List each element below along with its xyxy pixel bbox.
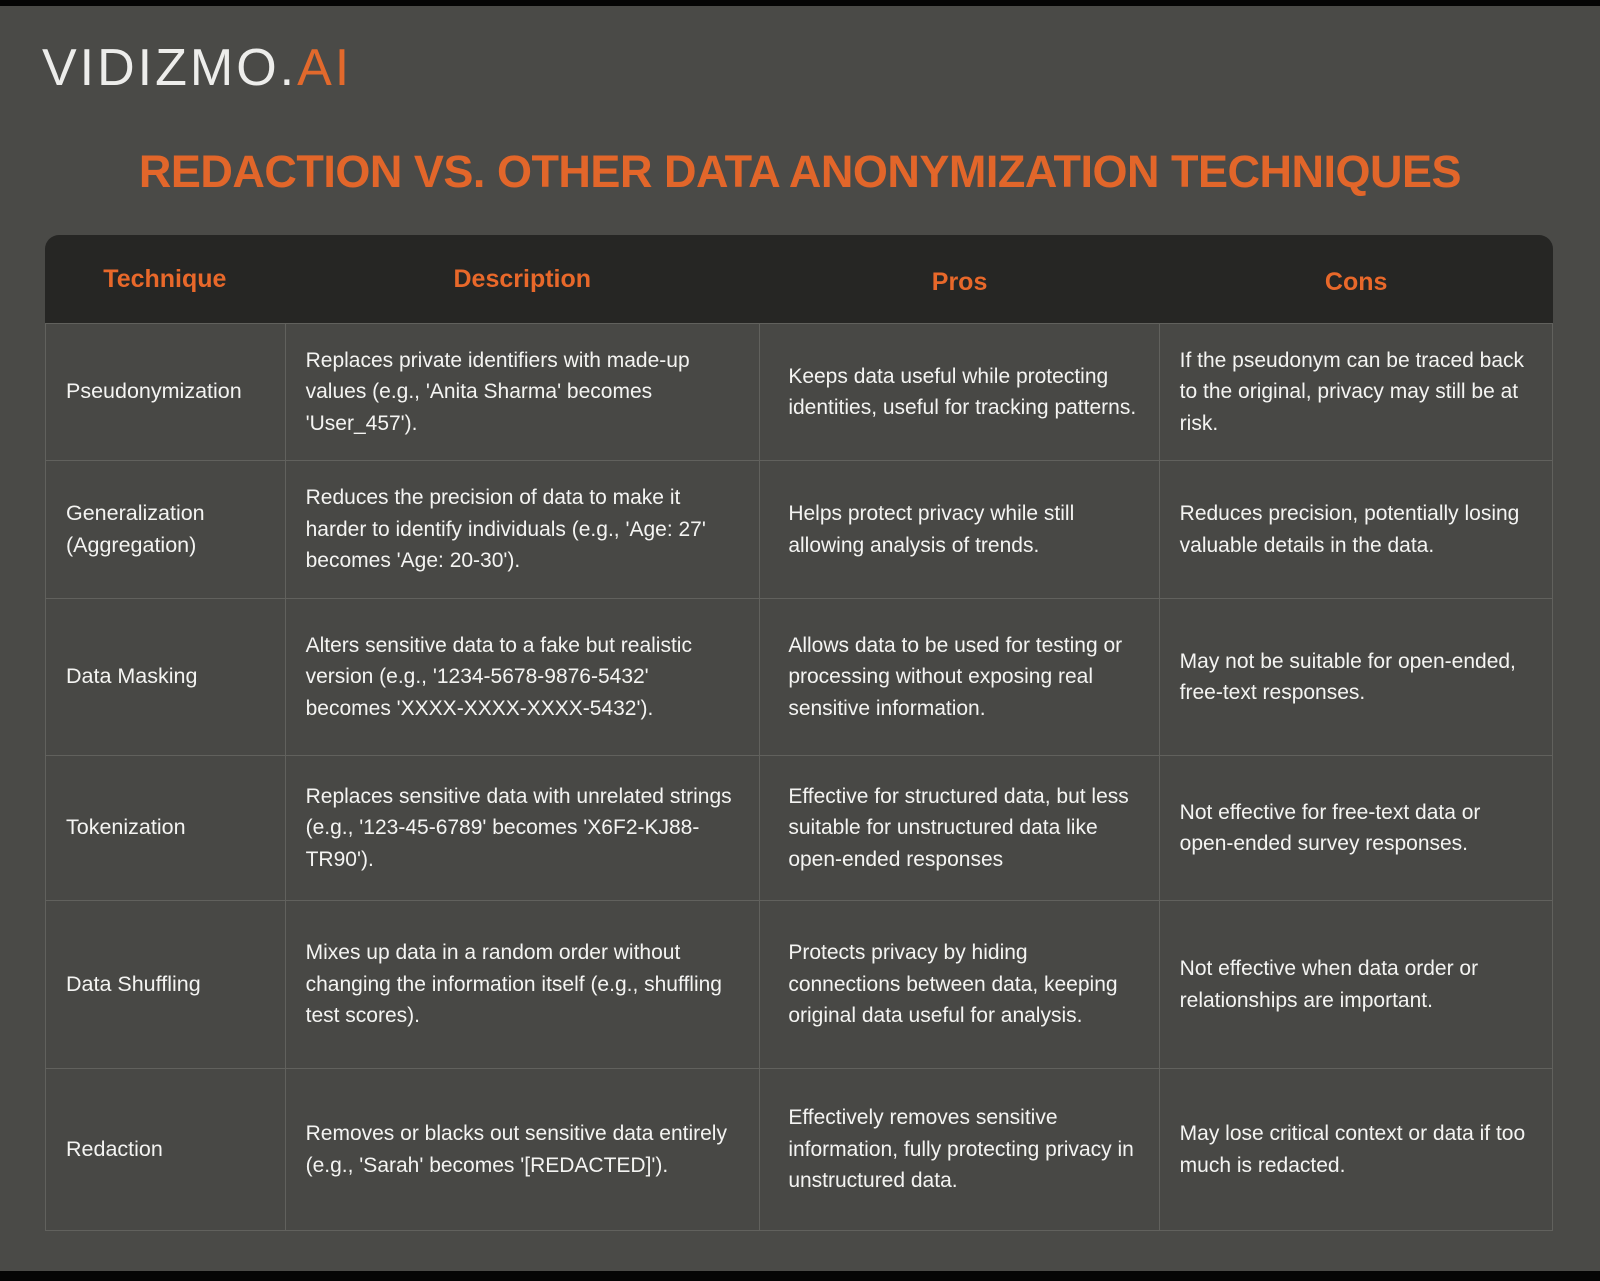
technique-cell: Redaction (45, 1068, 286, 1231)
column-header-technique: Technique (103, 264, 227, 293)
technique-cell: Tokenization (45, 755, 286, 901)
logo-brand-text: VIDIZMO. (42, 39, 298, 97)
pros-cell: Keeps data useful while protecting ident… (759, 323, 1160, 461)
pros-cell: Protects privacy by hiding connections b… (759, 900, 1160, 1069)
technique-cell: Pseudonymization (45, 323, 286, 461)
table-row: Data Shuffling Mixes up data in a random… (45, 900, 1554, 1069)
description-cell: Mixes up data in a random order without … (284, 900, 761, 1069)
page-title: REDACTION VS. OTHER DATA ANONYMIZATION T… (138, 146, 1462, 197)
technique-cell: Data Masking (45, 598, 286, 756)
comparison-table: Technique Description Pros Cons Pseudony… (45, 235, 1554, 1231)
table-header-row: Technique Description Pros Cons (45, 235, 1553, 323)
cons-cell: Not effective when data order or relatio… (1158, 900, 1554, 1069)
logo-ai-text: AI (297, 39, 353, 97)
table-row: Pseudonymization Replaces private identi… (45, 323, 1554, 461)
description-cell: Alters sensitive data to a fake but real… (284, 598, 761, 756)
technique-cell: Data Shuffling (45, 900, 286, 1069)
cons-cell: If the pseudonym can be traced back to t… (1158, 323, 1554, 461)
cons-cell: May lose critical context or data if too… (1158, 1068, 1554, 1231)
bottom-edge-bar (0, 1271, 1600, 1281)
description-cell: Reduces the precision of data to make it… (284, 460, 761, 599)
cons-cell: Not effective for free-text data or open… (1158, 755, 1554, 901)
pros-cell: Allows data to be used for testing or pr… (759, 598, 1160, 756)
table-row: Redaction Removes or blacks out sensitiv… (45, 1068, 1554, 1231)
description-cell: Removes or blacks out sensitive data ent… (284, 1068, 761, 1231)
table-body: Pseudonymization Replaces private identi… (45, 323, 1554, 1231)
pros-cell: Helps protect privacy while still allowi… (759, 460, 1160, 599)
top-edge-bar (0, 0, 1600, 6)
table-row: Tokenization Replaces sensitive data wit… (45, 755, 1554, 901)
column-header-pros: Pros (931, 267, 988, 296)
cons-cell: May not be suitable for open-ended, free… (1158, 598, 1554, 756)
table-row: Data Masking Alters sensitive data to a … (45, 598, 1554, 756)
description-cell: Replaces private identifiers with made-u… (284, 323, 761, 461)
cons-cell: Reduces precision, potentially losing va… (1158, 460, 1554, 599)
vidizmo-logo: VIDIZMO.AI (42, 42, 352, 94)
technique-cell: Generalization (Aggregation) (45, 460, 286, 599)
column-header-description: Description (453, 264, 592, 293)
pros-cell: Effectively removes sensitive informatio… (759, 1068, 1160, 1231)
table-row: Generalization (Aggregation) Reduces the… (45, 460, 1554, 599)
description-cell: Replaces sensitive data with unrelated s… (284, 755, 761, 901)
pros-cell: Effective for structured data, but less … (759, 755, 1160, 901)
column-header-cons: Cons (1324, 267, 1388, 296)
